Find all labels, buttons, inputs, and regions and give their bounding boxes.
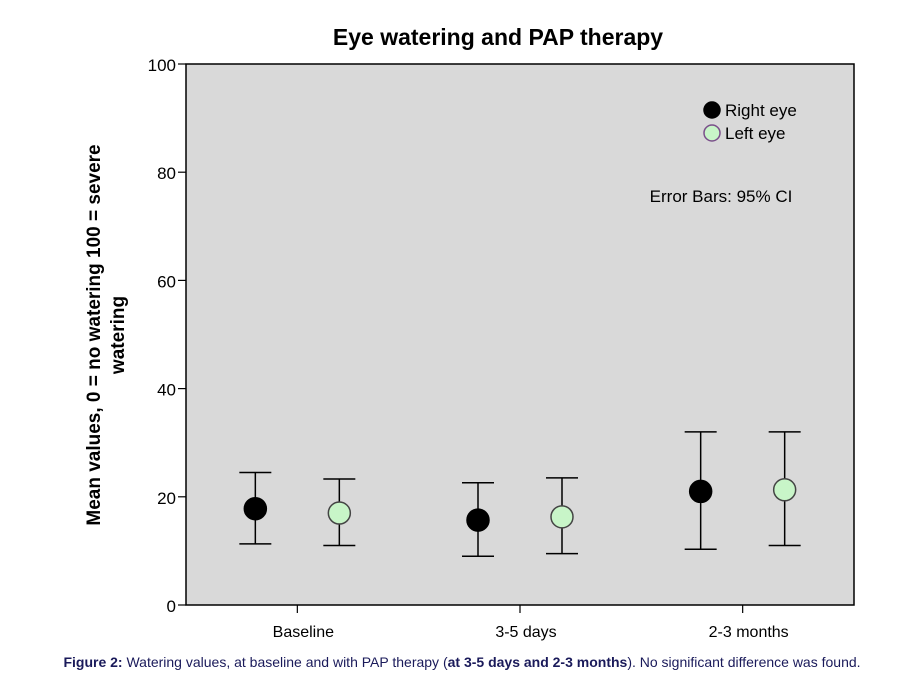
- chart-title: Eye watering and PAP therapy: [333, 24, 663, 50]
- data-point-right-eye: [466, 508, 490, 532]
- plot-area: [185, 63, 855, 606]
- legend-label: Right eye: [725, 101, 797, 120]
- caption-label: Figure 2:: [63, 654, 123, 670]
- error-bars-annotation: Error Bars: 95% CI: [650, 187, 793, 206]
- data-marks: [239, 431, 801, 558]
- data-point-left-eye: [327, 501, 352, 525]
- caption-text-2: ). No significant difference was found.: [627, 654, 861, 670]
- y-axis: 0 20 40 60 80 100: [148, 56, 186, 616]
- data-point-right-eye: [688, 479, 713, 504]
- y-tick-label: 80: [157, 164, 176, 183]
- data-point-left-eye: [772, 478, 797, 502]
- figure-caption: Figure 2: Watering values, at baseline a…: [0, 654, 924, 670]
- legend-marker: [703, 101, 721, 119]
- legend-label: Left eye: [725, 124, 786, 143]
- data-point-right-eye: [243, 496, 268, 521]
- x-axis: Baseline 3-5 days 2-3 months: [273, 605, 789, 641]
- legend-marker: [703, 124, 721, 142]
- y-tick-label: 60: [157, 272, 176, 291]
- legend: Right eye Left eye: [703, 101, 797, 143]
- y-tick-label: 20: [157, 489, 176, 508]
- caption-emphasis: at 3-5 days and 2-3 months: [447, 654, 628, 670]
- y-tick-label: 40: [157, 381, 176, 400]
- x-tick-label: 3-5 days: [495, 624, 556, 641]
- y-tick-label: 0: [167, 597, 176, 616]
- y-axis-label-line1: Mean values, 0 = no watering 100 = sever…: [84, 144, 105, 525]
- y-axis-label-line2: watering: [108, 296, 129, 375]
- x-tick-label: Baseline: [273, 624, 334, 641]
- x-tick-label: 2-3 months: [709, 624, 789, 641]
- caption-text-1: Watering values, at baseline and with PA…: [122, 654, 448, 670]
- y-tick-label: 100: [148, 56, 176, 75]
- data-point-left-eye: [550, 505, 574, 529]
- chart: Eye watering and PAP therapy 0 20 40 60 80 10…: [84, 24, 855, 641]
